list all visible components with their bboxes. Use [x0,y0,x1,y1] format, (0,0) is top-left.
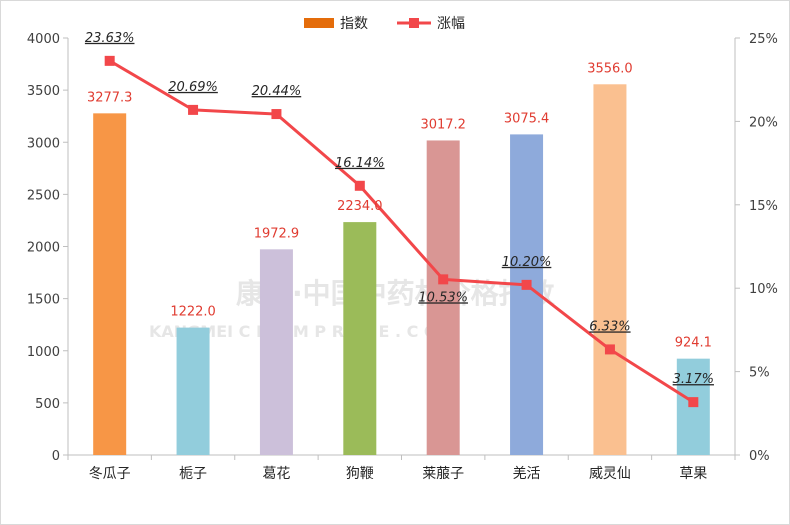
change-line [108,59,695,404]
left-axis-tick-label: 2000 [27,241,60,256]
x-axis-category-label: 葛花 [262,466,290,482]
bar-value-label: 3017.2 [420,117,466,132]
bar [93,113,127,455]
legend-label-index: 指数 [340,16,368,32]
left-axis-tick-label: 4000 [27,32,60,47]
line-value-label: 20.44% [252,84,302,99]
right-axis-tick-label: 25% [749,32,778,47]
left-axis-tick-label: 0 [52,449,60,464]
line-value-label: 10.20% [502,255,552,270]
left-axis-tick-label: 3500 [27,84,60,99]
line-marker [604,344,615,355]
line-marker [688,397,699,408]
legend: 指数 涨幅 [304,16,465,32]
right-axis-tick-label: 15% [749,199,778,214]
line-value-label: 23.63% [85,31,135,46]
line-marker [271,109,282,120]
right-axis-tick-label: 10% [749,282,778,297]
line-marker [188,104,199,115]
bar-value-label: 1972.9 [254,226,300,241]
bar [593,84,627,456]
x-axis-category-label: 冬瓜子 [89,466,131,482]
left-axis-tick-label: 500 [35,397,60,412]
left-axis-tick-label: 3000 [27,136,60,151]
x-axis-category-label: 羌活 [513,466,541,482]
bar-value-label: 3277.3 [87,90,133,105]
bar-value-label: 1222.0 [170,305,216,320]
bar [259,249,293,455]
line-marker [438,274,449,285]
x-axis-category-label: 威灵仙 [589,466,631,482]
right-axis-tick-label: 5% [749,366,770,381]
axes: 0 500 1000 1500 2000 2500 3000 3500 4000 0% 5% 10% 1… [27,32,778,482]
line-marker [521,279,532,290]
left-axis-tick-label: 1000 [27,345,60,360]
line-marker [354,180,365,191]
line-value-label: 10.53% [418,290,468,305]
legend-label-change: 涨幅 [437,16,465,32]
bar [176,327,210,455]
bar [426,140,460,455]
legend-swatch-change-marker [409,18,419,28]
line-value-label: 16.14% [335,156,385,171]
x-axis-category-label: 莱菔子 [422,466,464,482]
bar-value-label: 3075.4 [504,111,550,126]
line-series [104,55,699,408]
line-value-label: 20.69% [168,80,218,95]
line-value-label: 3.17% [673,372,714,387]
x-axis-category-label: 栀子 [179,466,207,482]
x-axis-category-label: 草果 [679,466,707,482]
right-axis-tick-label: 20% [749,115,778,130]
bar-value-label: 3556.0 [587,61,633,76]
x-axis-category-label: 狗鞭 [346,466,374,482]
bar-series [93,84,710,456]
left-axis-tick-label: 2500 [27,188,60,203]
watermark-subtext: KANGMEI C N K M P R I C E . C O M [149,322,459,341]
left-axis-tick-label: 1500 [27,293,60,308]
line-value-label: 6.33% [589,319,630,334]
bar-value-label: 924.1 [675,336,712,351]
bar [343,222,377,455]
right-axis-tick-label: 0% [749,449,770,464]
bar-value-label: 2234.0 [337,199,383,214]
line-marker [104,55,115,66]
data-labels: 3277.3 1222.0 1972.9 2234.0 3017.2 3075.4 3556… [85,31,714,387]
legend-swatch-index [304,18,334,28]
